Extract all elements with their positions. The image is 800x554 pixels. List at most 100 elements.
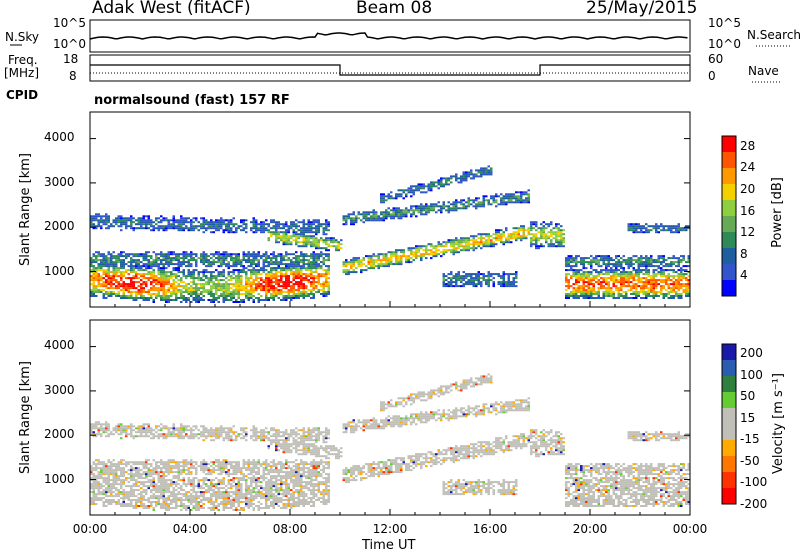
power-cell [572,291,575,293]
power-cell [590,277,593,280]
power-cell [397,255,400,258]
power-cell [517,201,520,204]
power-cell [342,217,345,220]
power-cell [427,209,430,212]
power-cell [252,221,255,224]
power-cell [252,223,255,226]
power-cell [130,291,133,293]
power-cell [500,203,503,206]
power-cell [380,219,383,222]
power-cell [160,255,163,258]
velocity-cell [102,467,105,470]
power-cell [637,291,640,293]
power-cell [255,257,258,260]
power-cell [310,243,313,246]
power-cell [317,229,320,232]
power-cell [560,233,563,236]
power-cell [597,265,600,268]
power-cell [535,229,538,232]
power-cell [92,279,95,282]
power-cell [165,297,168,299]
power-cell [97,251,100,254]
power-cell [557,223,560,226]
velocity-cell [147,423,150,426]
power-cell [252,289,255,292]
power-cell [550,229,553,232]
power-cell [530,229,533,232]
power-cell [232,285,235,288]
power-cell [327,289,330,292]
velocity-cell [102,469,105,472]
power-cell [327,293,330,295]
power-cell [132,269,135,272]
power-cell [275,261,278,264]
power-cell [197,287,200,290]
velocity-cell [147,469,150,472]
power-cell [237,283,240,286]
power-cell [255,231,258,234]
velocity-cell [160,485,163,488]
power-cell [172,291,175,293]
power-cell [572,271,575,274]
power-cell [567,281,570,284]
power-cell [612,265,615,268]
power-cell [282,285,285,288]
power-cell [172,251,175,254]
power-cell [317,277,320,280]
power-cell [482,203,485,206]
power-cell [92,275,95,278]
power-cell [120,283,123,286]
power-cell [410,257,413,260]
power-cell [145,223,148,226]
velocity-cell [107,485,110,488]
power-cell [530,225,533,228]
power-cell [577,261,580,264]
velocity-cell [150,427,153,430]
power-cell [450,239,453,242]
power-cell [130,269,133,272]
power-cell [485,243,488,246]
power-cell [490,279,493,282]
power-cell [600,265,603,268]
power-cell [360,265,363,268]
velocity-cell [107,503,110,505]
power-cell [252,257,255,260]
velocity-cell [102,473,105,476]
power-cell [432,183,435,186]
power-cell [200,297,203,299]
power-cell [115,261,118,264]
power-cell [660,263,663,266]
power-cell [295,293,298,295]
power-cell [205,291,208,293]
power-cell [477,205,480,208]
power-cell [417,211,420,214]
velocity-cell [157,497,160,500]
power-cell [182,299,185,301]
power-cell [610,263,613,266]
power-cell [642,297,645,299]
power-cell [345,271,348,274]
power-cell [102,263,105,266]
velocity-cell [140,499,143,501]
power-cell [642,289,645,292]
power-cell [405,261,408,264]
power-cell [290,237,293,240]
power-cell [600,283,603,286]
power-cell [175,263,178,266]
power-cell [200,223,203,226]
power-cell [95,273,98,276]
power-cell [390,255,393,258]
power-cell [497,237,500,240]
velocity-cell [105,467,108,470]
power-cell [172,281,175,284]
power-cell [655,259,658,262]
power-cell [245,223,248,226]
power-cell [632,297,635,299]
power-cell [162,287,165,290]
power-cell [140,265,143,268]
velocity-cell [97,427,100,430]
power-cell [102,257,105,260]
power-cell [160,277,163,280]
power-cell [437,243,440,246]
power-cell [277,289,280,292]
